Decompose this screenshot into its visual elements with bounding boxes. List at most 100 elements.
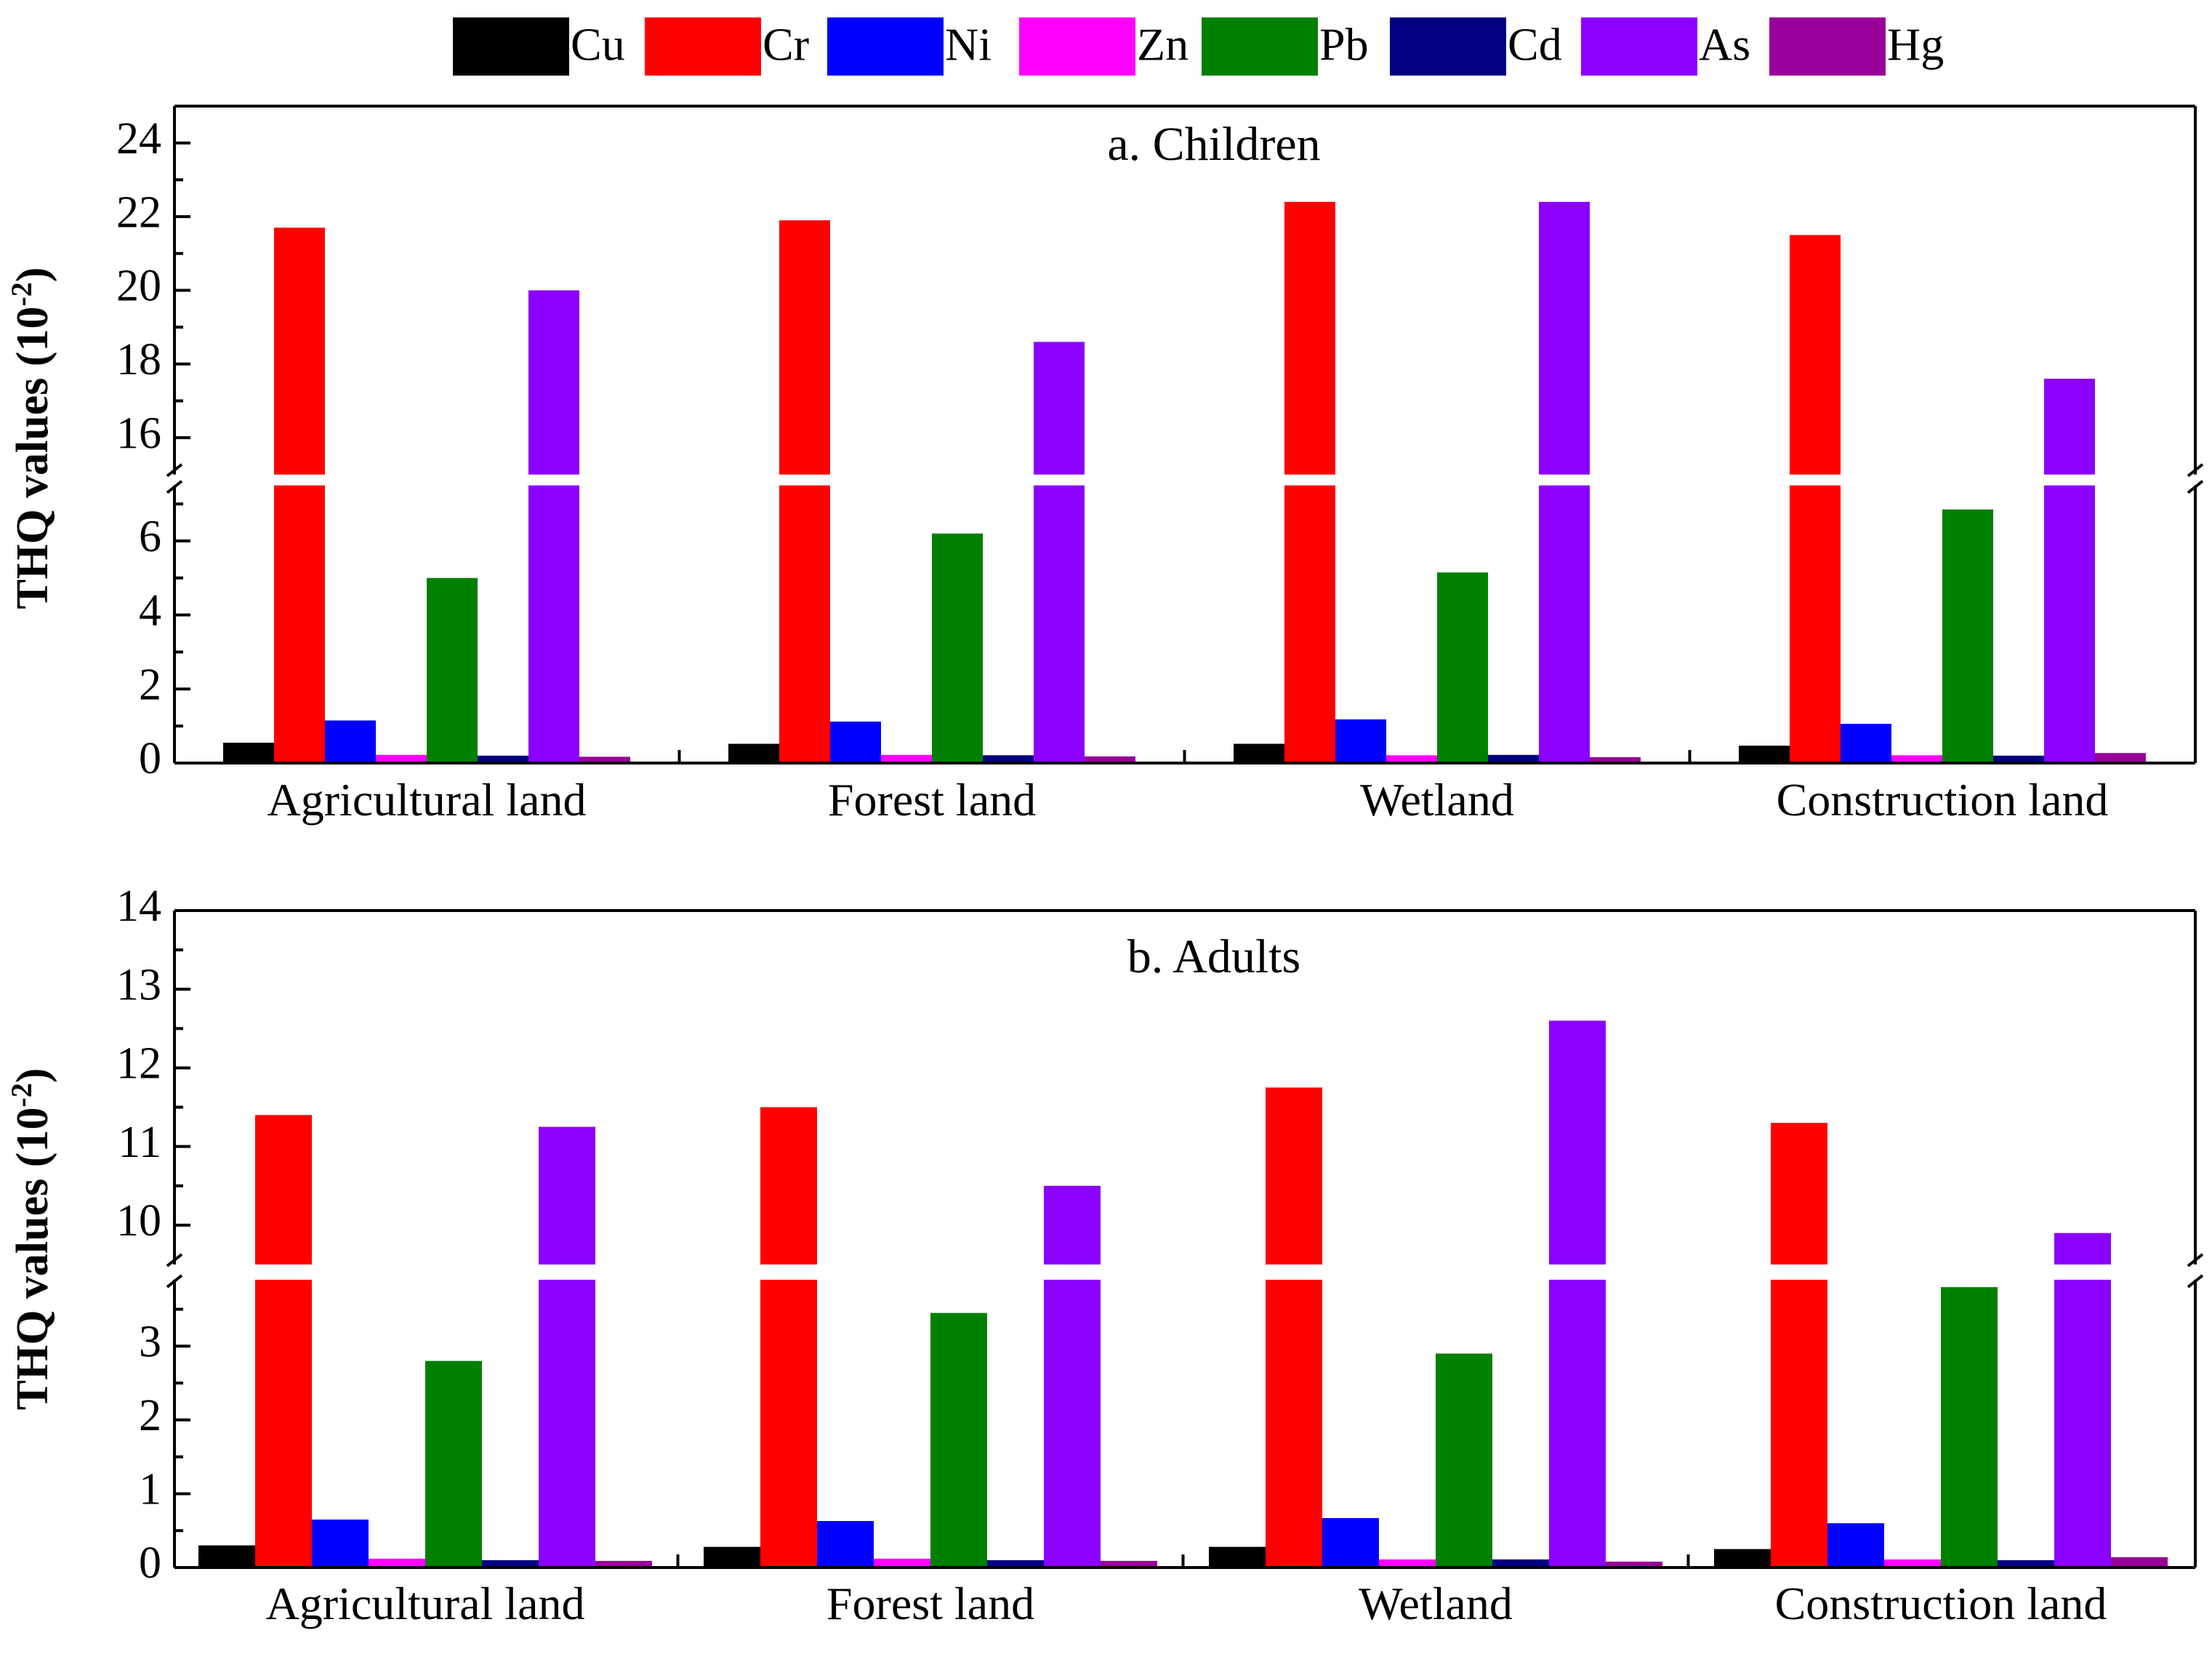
panel-adults-bar-hg-4: [2111, 1557, 2168, 1568]
panel-children-bar-as-4-upper: [2044, 379, 2095, 475]
panel-adults-category-label-3: Wetland: [1359, 1578, 1513, 1629]
panel-adults-bar-cu-4: [1714, 1549, 1771, 1568]
panel-children-ytick-label-lower-3: 6: [139, 512, 161, 562]
legend-swatch-cu: [453, 17, 569, 76]
panel-adults-bar-cr-2-lower: [760, 1280, 817, 1568]
panel-adults-bar-as-2-lower: [1044, 1280, 1101, 1568]
legend-swatch-pb: [1202, 17, 1318, 76]
panel-children-bar-hg-3: [1590, 757, 1641, 763]
panel-adults-ylabel-close: ): [8, 1068, 57, 1084]
legend-swatch-hg: [1769, 17, 1886, 76]
panel-children-bar-as-1-upper: [528, 290, 579, 475]
panel-children-ytick-label-lower-0: 0: [139, 734, 161, 783]
panel-adults-bar-ni-2: [817, 1521, 874, 1568]
panel-adults-ytick-label-upper-2: 12: [116, 1039, 161, 1089]
panel-adults-ytick-label-lower-2: 2: [139, 1391, 161, 1440]
panel-adults-bar-cd-3: [1492, 1559, 1549, 1568]
panel-adults-bar-cr-4-lower: [1771, 1280, 1827, 1568]
legend-label-cu: Cu: [571, 19, 625, 70]
panel-adults-bar-pb-1: [425, 1360, 482, 1568]
panel-adults-bar-cu-2: [704, 1546, 760, 1568]
panel-children-bar-cr-3-lower: [1284, 485, 1335, 763]
panel-adults-bar-cr-1-lower: [255, 1280, 312, 1568]
panel-children-break-mark-left-2: [166, 480, 183, 494]
panel-adults-title: b. Adults: [1127, 930, 1300, 983]
panel-children-break-mark-right-1: [2187, 463, 2204, 477]
panel-adults-bar-as-4-upper: [2054, 1233, 2111, 1264]
panel-adults-bar-as-4-lower: [2054, 1280, 2111, 1568]
panel-children-bar-cr-2-upper: [779, 220, 830, 475]
panel-children-bar-cu-2: [728, 743, 779, 763]
panel-adults-bar-cr-2-upper: [760, 1107, 817, 1264]
panel-children-bar-cd-2: [983, 755, 1034, 763]
panel-children-bar-pb-2: [932, 533, 983, 763]
panel-adults-bar-as-1-upper: [539, 1126, 595, 1264]
panel-children-ylabel: THQ values (10-2): [5, 267, 57, 610]
panel-children-bar-ni-1: [325, 720, 376, 763]
panel-children-ytick-label-upper-2: 20: [116, 262, 161, 311]
panel-children-category-label-3: Wetland: [1360, 774, 1514, 826]
panel-adults-ytick-label-upper-1: 11: [118, 1118, 161, 1167]
legend-label-pb: Pb: [1319, 19, 1369, 70]
panel-adults-bar-zn-2: [874, 1558, 930, 1568]
panel-adults-bar-ni-4: [1827, 1523, 1884, 1568]
panel-children-bar-cu-3: [1234, 743, 1284, 763]
panel-children-bar-as-3-upper: [1539, 201, 1590, 475]
panel-children-ytick-label-upper-0: 16: [116, 409, 161, 459]
panel-children-ylabel-superscript: -2: [5, 282, 38, 306]
legend-label-zn: Zn: [1137, 19, 1189, 70]
panel-adults-break-mark-left-1: [166, 1253, 183, 1267]
panel-children-bar-pb-1: [427, 578, 478, 763]
legend-label-cr: Cr: [763, 19, 809, 70]
panel-adults-break-mark-right-1: [2187, 1253, 2204, 1267]
panel-adults-ytick-label-upper-3: 13: [116, 960, 161, 1009]
panel-children-bar-cr-2-lower: [779, 485, 830, 763]
legend-swatch-cd: [1390, 17, 1506, 76]
panel-children-ylabel-main: THQ values (10: [8, 307, 57, 610]
panel-adults-category-label-2: Forest land: [827, 1578, 1034, 1629]
panel-children-category-label-4: Construction land: [1777, 774, 2109, 826]
panel-adults-bar-as-3-lower: [1549, 1280, 1606, 1568]
panel-adults-bar-pb-2: [930, 1312, 987, 1568]
legend-label-cd: Cd: [1508, 19, 1562, 70]
legend-swatch-cr: [645, 17, 761, 76]
legend-swatch-as: [1581, 17, 1697, 76]
panel-children-bar-as-2-lower: [1034, 485, 1085, 763]
panel-children-bar-zn-3: [1386, 755, 1437, 763]
panel-children-bar-cu-4: [1739, 746, 1790, 763]
panel-children-bar-as-4-lower: [2044, 485, 2095, 763]
panel-adults-bar-cr-1-upper: [255, 1115, 312, 1264]
panel-children-bar-cu-1: [223, 742, 274, 763]
panel-adults-break-mark-left-2: [166, 1274, 183, 1288]
panel-adults-ylabel: THQ values (10-2): [5, 1068, 57, 1411]
panel-adults-bar-cu-1: [198, 1545, 255, 1568]
panel-adults-bar-zn-1: [369, 1558, 425, 1568]
panel-adults-bar-cd-4: [1998, 1560, 2054, 1568]
panel-children-bar-cr-1-lower: [274, 485, 325, 763]
legend-swatch-ni: [827, 17, 944, 76]
panel-children-ylabel-close: ): [8, 267, 57, 283]
panel-children-bar-zn-1: [376, 754, 427, 763]
panel-adults-bar-cr-3-lower: [1266, 1280, 1322, 1568]
panel-adults-bar-zn-3: [1379, 1559, 1436, 1568]
panel-adults-bar-cd-1: [482, 1560, 539, 1568]
panel-adults-break-mark-right-2: [2187, 1274, 2204, 1288]
panel-adults-bar-hg-2: [1101, 1560, 1157, 1568]
panel-adults-bar-ni-3: [1322, 1517, 1379, 1568]
panel-children-ytick-label-lower-2: 4: [139, 586, 161, 636]
panel-children-category-label-2: Forest land: [828, 774, 1036, 826]
panel-children-ytick-label-upper-1: 18: [116, 335, 161, 384]
panel-adults-bar-hg-3: [1606, 1561, 1662, 1568]
panel-adults-bar-cr-3-upper: [1266, 1087, 1322, 1264]
panel-adults-ytick-label-lower-3: 3: [139, 1318, 161, 1367]
panel-children-bar-as-3-lower: [1539, 485, 1590, 763]
panel-adults-ytick-label-lower-0: 0: [139, 1538, 161, 1588]
panel-children-bar-as-1-lower: [528, 485, 579, 763]
panel-adults-ylabel-superscript: -2: [5, 1083, 38, 1107]
legend-label-ni: Ni: [945, 19, 992, 70]
panel-children-bar-hg-1: [579, 757, 630, 763]
panel-adults-category-label-4: Construction land: [1775, 1578, 2107, 1629]
panel-adults-ytick-label-upper-0: 10: [116, 1196, 161, 1246]
